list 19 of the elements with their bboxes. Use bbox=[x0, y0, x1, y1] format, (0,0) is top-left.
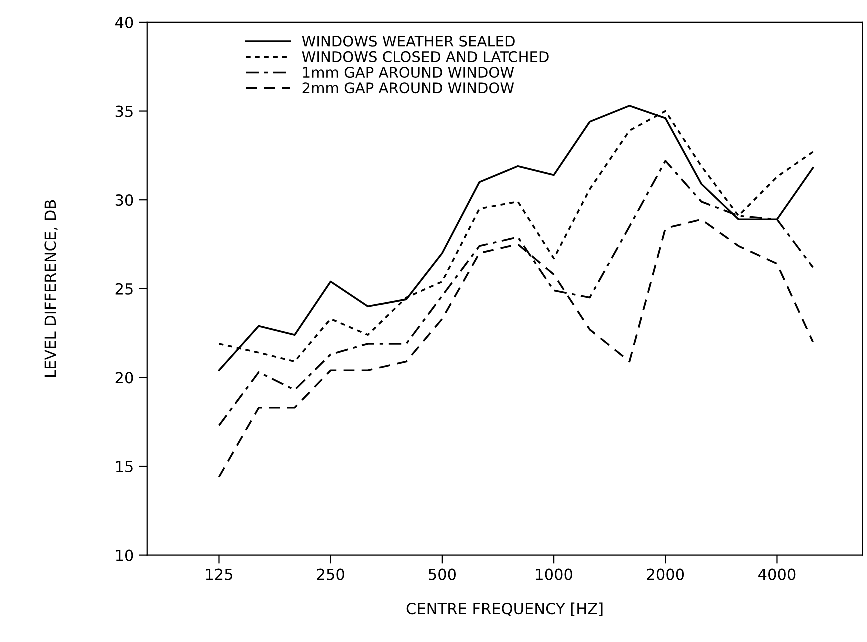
y-axis-title: LEVEL DIFFERENCE, DB bbox=[44, 200, 58, 377]
y-tick-label: 25 bbox=[116, 283, 133, 295]
legend-label: 1mm GAP AROUND WINDOW bbox=[303, 66, 514, 78]
y-tick-label: 40 bbox=[116, 16, 134, 28]
legend-label: 2mm GAP AROUND WINDOW bbox=[302, 82, 514, 94]
x-tick-label: 2000 bbox=[647, 568, 684, 580]
legend-label: WINDOWS CLOSED AND LATCHED bbox=[302, 51, 549, 62]
y-tick-label: 30 bbox=[116, 194, 134, 206]
y-tick-label: 15 bbox=[116, 461, 133, 473]
x-tick-label: 125 bbox=[206, 568, 232, 580]
y-tick-label: 35 bbox=[116, 106, 133, 118]
x-tick-label: 250 bbox=[317, 568, 344, 580]
x-axis-title: CENTRE FREQUENCY [HZ] bbox=[406, 602, 603, 616]
x-tick-label: 1000 bbox=[536, 568, 572, 580]
legend-label: WINDOWS WEATHER SEALED bbox=[302, 36, 515, 47]
y-tick-label: 10 bbox=[116, 550, 134, 562]
x-tick-label: 4000 bbox=[758, 568, 796, 580]
y-tick-label: 20 bbox=[116, 372, 134, 384]
x-tick-label: 500 bbox=[429, 568, 456, 580]
